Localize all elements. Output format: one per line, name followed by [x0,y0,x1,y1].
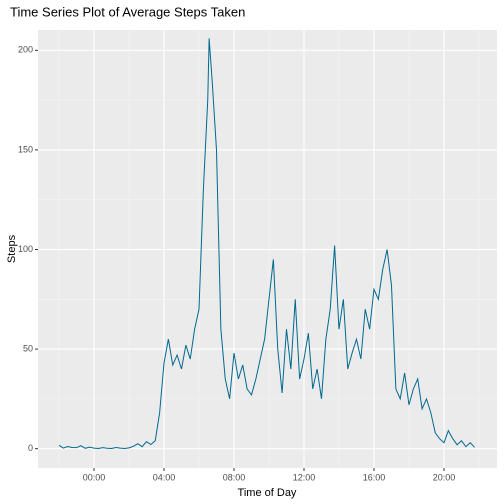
x-tick-label: 08:00 [223,472,246,482]
y-tick-label: 150 [18,144,33,154]
x-tick-label: 04:00 [153,472,176,482]
x-tick-label: 20:00 [433,472,456,482]
y-axis-title: Steps [6,234,18,263]
y-tick-label: 50 [23,343,33,353]
chart-title: Time Series Plot of Average Steps Taken [10,4,245,19]
y-tick-label: 100 [18,244,33,254]
x-tick-label: 12:00 [293,472,316,482]
y-tick-label: 200 [18,45,33,55]
x-tick-label: 16:00 [363,472,386,482]
line [58,38,475,449]
y-tick-label: 0 [28,443,33,453]
x-axis-title: Time of Day [238,487,297,499]
x-tick-label: 00:00 [83,472,106,482]
